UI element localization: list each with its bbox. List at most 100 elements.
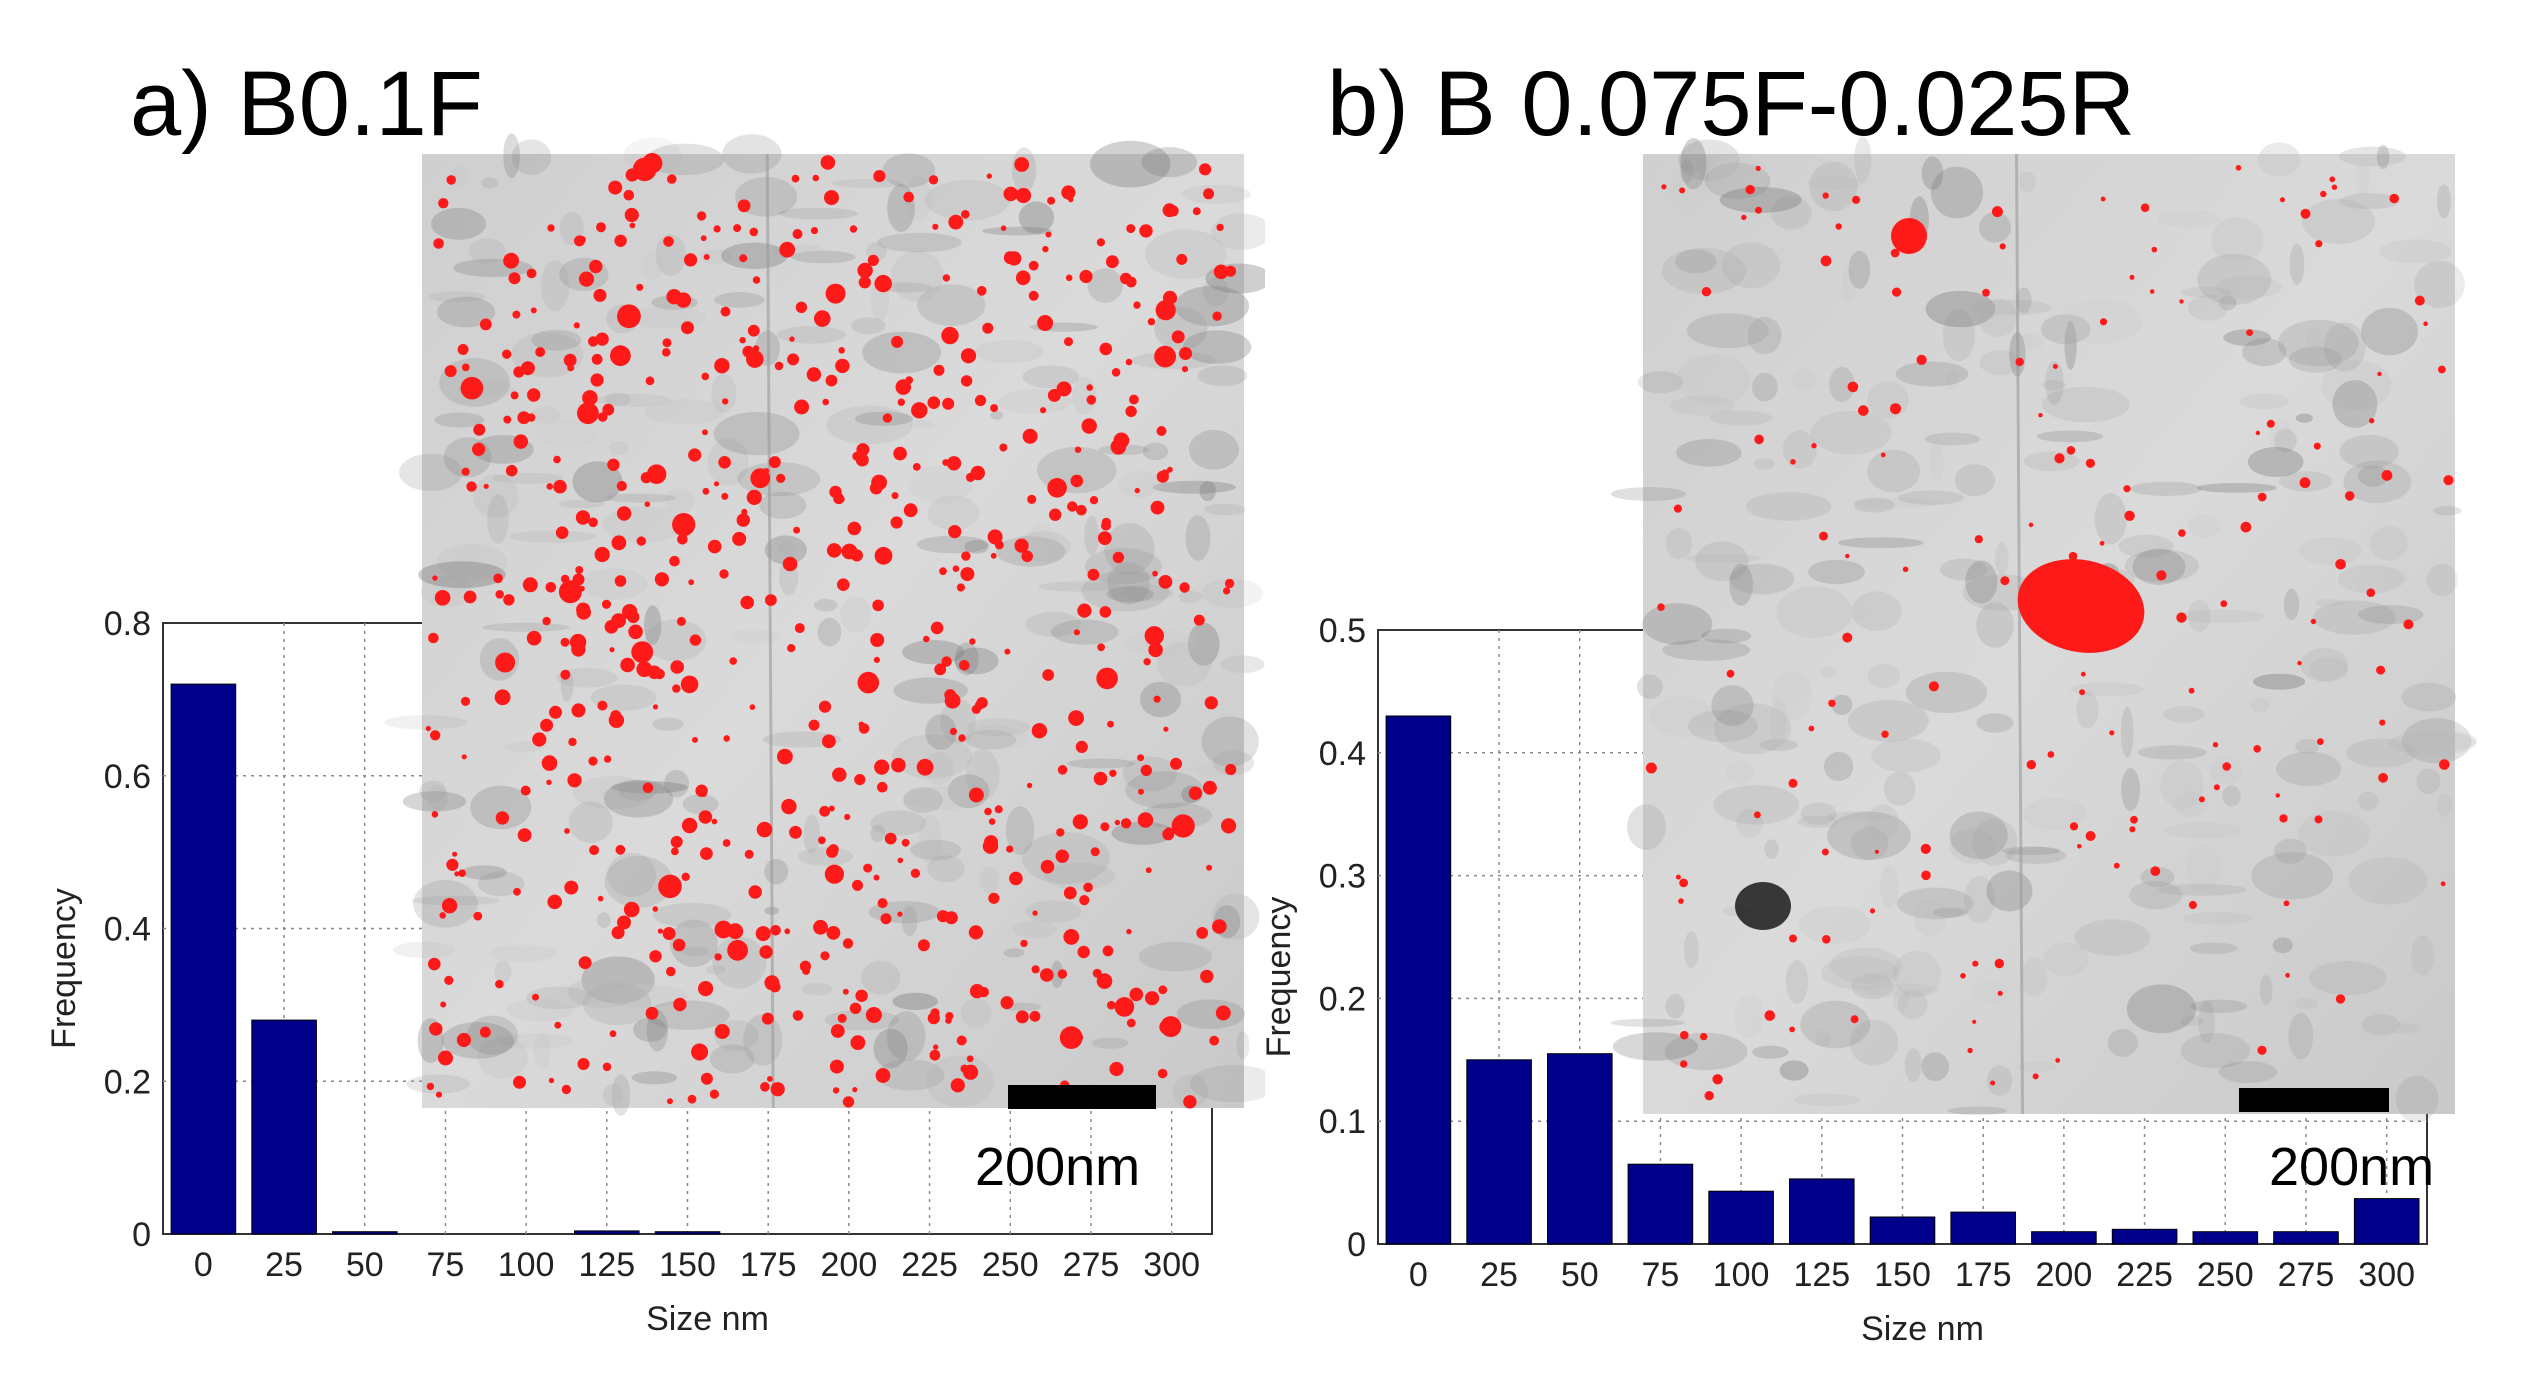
texture-blob: [1201, 716, 1259, 767]
particle-marker: [1700, 1032, 1708, 1041]
particle-marker: [832, 767, 847, 782]
texture-blob: [873, 1028, 908, 1069]
texture-blob: [2180, 1033, 2250, 1069]
y-tick-label: 0.3: [1319, 858, 1366, 896]
particle-marker: [856, 443, 870, 457]
texture-blob: [1084, 515, 1099, 556]
particle-marker: [928, 175, 939, 185]
particle-marker: [936, 910, 950, 923]
texture-blob: [2218, 295, 2237, 311]
particle-marker: [857, 671, 880, 694]
texture-blob: [2020, 957, 2048, 997]
particle-marker: [874, 546, 893, 565]
particle-marker: [1099, 606, 1112, 618]
particle-marker: [1928, 681, 1939, 692]
texture-blob: [2313, 600, 2396, 635]
particle-marker: [2257, 492, 2267, 502]
particle-marker: [784, 928, 791, 935]
texture-blob: [1044, 862, 1116, 890]
texture-blob: [861, 960, 901, 995]
particle-marker: [575, 510, 591, 525]
particle-marker: [713, 225, 721, 233]
particle-marker: [433, 238, 444, 249]
texture-blob: [960, 998, 992, 1028]
particle-marker: [802, 966, 811, 975]
particle-marker: [617, 915, 631, 930]
particle-marker: [670, 835, 683, 848]
texture-blob: [1106, 586, 1154, 603]
particle-marker: [662, 338, 672, 348]
texture-blob: [734, 177, 798, 217]
particle-marker: [961, 210, 970, 219]
particle-marker: [782, 556, 798, 572]
x-axis-label: Size nm: [1861, 1310, 1984, 1348]
texture-blob: [2268, 418, 2292, 450]
texture-blob: [2295, 413, 2313, 423]
texture-blob: [2343, 460, 2412, 504]
texture-blob: [1829, 366, 1855, 402]
particle-marker: [877, 898, 888, 909]
bar: [1708, 1190, 1774, 1245]
y-tick-label: 0.4: [104, 911, 151, 949]
particle-marker: [891, 757, 906, 773]
particle-marker: [727, 939, 748, 961]
particle-marker: [1159, 1019, 1174, 1035]
particle-marker: [1126, 224, 1136, 234]
texture-blob: [2376, 144, 2390, 169]
particle-marker: [1221, 818, 1237, 834]
texture-blob: [916, 535, 989, 554]
x-tick-label: 250: [2197, 1256, 2254, 1294]
particle-marker: [944, 692, 961, 709]
texture-blob: [1823, 751, 1854, 782]
particle-marker: [2129, 274, 2135, 280]
histogram-b: 0 0.1 0.2 0.3 0.4 0.5 0 25 50 75 100 125 150 175 200 22…: [1265, 136, 2478, 1348]
texture-blob: [990, 410, 1004, 420]
x-tick-label: 175: [1955, 1256, 2012, 1294]
particle-marker: [990, 552, 997, 559]
texture-blob: [798, 847, 853, 866]
particle-marker: [1129, 394, 1139, 405]
particle-marker: [2026, 760, 2036, 770]
texture-blob: [2249, 697, 2271, 713]
texture-blob: [1841, 266, 1857, 301]
texture-blob: [1025, 900, 1082, 923]
particle-marker: [1040, 968, 1054, 982]
particle-marker: [1880, 452, 1886, 458]
texture-blob: [876, 232, 962, 253]
texture-blob: [1905, 671, 1988, 714]
panel-b-title: b) B 0.075F-0.025R: [1327, 53, 2136, 155]
texture-blob: [1627, 804, 1666, 850]
texture-blob: [1895, 361, 1969, 387]
scale-bar: [2239, 1088, 2389, 1112]
particle-marker: [611, 535, 627, 551]
texture-blob: [1721, 242, 1781, 289]
particle-marker: [452, 851, 458, 857]
texture-blob: [581, 956, 655, 1004]
texture-blob: [1025, 611, 1082, 637]
particle-marker: [963, 1064, 979, 1080]
particle-marker: [999, 443, 1008, 452]
texture-blob: [567, 976, 640, 1008]
texture-blob: [2016, 1061, 2058, 1072]
texture-blob: [1986, 1065, 2013, 1096]
texture-blob: [1050, 960, 1064, 989]
texture-blob: [1800, 802, 1837, 825]
particle-marker: [2156, 570, 2167, 581]
texture-blob: [1753, 458, 1775, 470]
particle-marker: [1193, 614, 1205, 626]
bar: [574, 1230, 640, 1235]
texture-blob: [801, 982, 833, 996]
texture-blob: [436, 543, 507, 582]
particle-marker: [1020, 939, 1028, 948]
texture-blob: [982, 226, 1053, 236]
particle-marker: [1821, 848, 1829, 856]
particle-marker: [984, 835, 998, 850]
particle-marker: [756, 821, 773, 838]
particle-marker: [1790, 459, 1796, 465]
particle-marker: [631, 641, 654, 663]
texture-blob: [979, 866, 999, 894]
particle-marker: [722, 398, 729, 405]
particle-marker: [2113, 862, 2120, 869]
particle-marker: [874, 274, 892, 293]
particle-marker: [1972, 1019, 1977, 1024]
